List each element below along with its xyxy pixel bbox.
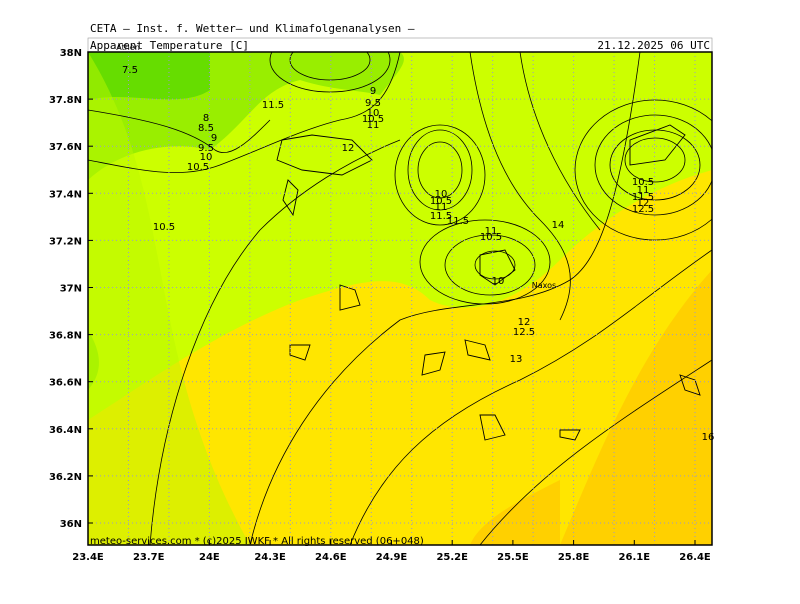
- contour-label: 12: [518, 317, 531, 328]
- contour-label: 9.5: [365, 98, 381, 109]
- contour-label: 11.5: [262, 100, 284, 111]
- field: [88, 52, 712, 545]
- lon-label: 23.7E: [133, 552, 165, 563]
- lat-label: 37N: [60, 284, 82, 295]
- contour-label: 11: [637, 185, 650, 196]
- lat-label: 38N: [60, 48, 82, 59]
- graticule: 23.4E 23.7E 24E 24.3E 24.6E 24.9E 25.2E 25.5E 25…: [49, 48, 712, 563]
- lat-label: 37.6N: [49, 142, 82, 153]
- lon-label: 24.6E: [315, 552, 347, 563]
- header-institute: CETA — Inst. f. Wetter— und Klimafolgena…: [90, 22, 415, 35]
- contour-label: 9.5: [198, 143, 214, 154]
- lon-label: 24.9E: [376, 552, 408, 563]
- contour-label: 10: [492, 276, 505, 287]
- lon-label: 23.4E: [72, 552, 104, 563]
- lat-label: 36.4N: [49, 425, 82, 436]
- contour-label: 10: [435, 189, 448, 200]
- contour-label: 10.5: [632, 177, 654, 188]
- contour-label: 11: [485, 226, 498, 237]
- contour-label: 11: [435, 202, 448, 213]
- contour-label: 8.5: [198, 123, 214, 134]
- contour-label: 12: [342, 143, 355, 154]
- contour-label: 9: [211, 133, 217, 144]
- map-title: Apparent Temperature [C]: [90, 39, 249, 52]
- lat-label: 37.4N: [49, 189, 82, 200]
- contour-labels: 7.588.599.51010.511.51299.51010.5111010.…: [116, 43, 714, 443]
- lon-label: 25.8E: [558, 552, 590, 563]
- contour-label: 10.5: [480, 232, 502, 243]
- contour-label: 12: [637, 198, 650, 209]
- contour-label: 10: [367, 108, 380, 119]
- contour-label: 12.5: [513, 327, 535, 338]
- contour-label: 8: [203, 113, 209, 124]
- map-frame: [87, 51, 713, 546]
- lon-label: 26.1E: [619, 552, 651, 563]
- place-name: Naxos: [532, 281, 556, 290]
- contour-label: 9: [370, 86, 376, 97]
- contour-label: 10.5: [430, 196, 452, 207]
- contour-label: 11.5: [632, 192, 654, 203]
- contour-label: 12.5: [632, 204, 654, 215]
- lon-label: 25.2E: [436, 552, 468, 563]
- lat-label: 37.2N: [49, 236, 82, 247]
- contour-label: 14: [552, 220, 565, 231]
- place-name: Athen: [116, 43, 140, 52]
- lon-label: 26.4E: [679, 552, 711, 563]
- lat-label: 37.8N: [49, 95, 82, 106]
- lat-label: 36.8N: [49, 331, 82, 342]
- lat-label: 36N: [60, 519, 82, 530]
- contour-label: 11.5: [447, 216, 469, 227]
- map-date: 21.12.2025 06 UTC: [597, 39, 710, 52]
- contour-label: 11.5: [430, 211, 452, 222]
- lon-label: 24.3E: [254, 552, 286, 563]
- lon-label: 25.5E: [497, 552, 529, 563]
- contour-label: 7.5: [122, 65, 138, 76]
- contour-label: 16: [702, 432, 715, 443]
- contour-label: 13: [510, 354, 523, 365]
- footer: meteo-services.com * (c)2025 IWKF * All …: [90, 536, 424, 547]
- lat-label: 36.2N: [49, 472, 82, 483]
- contour-label: 10.5: [153, 222, 175, 233]
- lon-label: 24E: [199, 552, 220, 563]
- contour-label: 10.5: [362, 114, 384, 125]
- contour-label: 11: [367, 120, 380, 131]
- lat-label: 36.6N: [49, 378, 82, 389]
- contour-label: 10: [200, 152, 213, 163]
- contour-label: 10.5: [187, 162, 209, 173]
